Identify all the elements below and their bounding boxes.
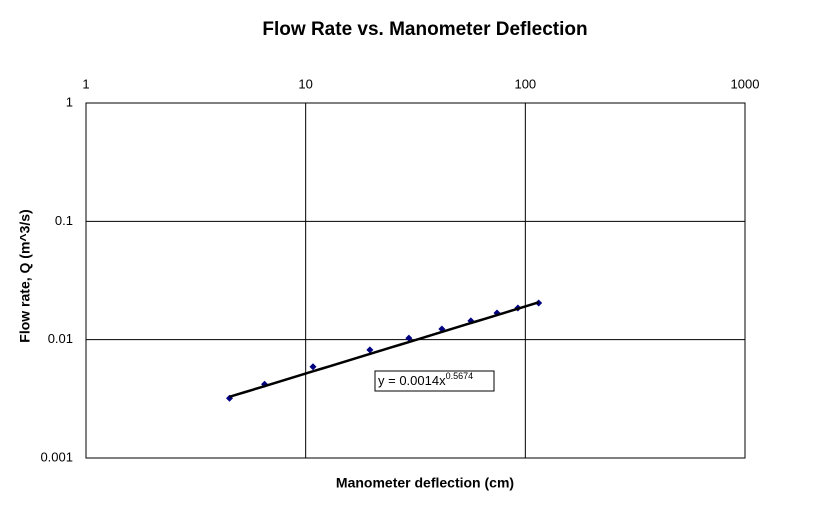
- equation-box: [374, 370, 495, 392]
- y-tick-label: 1: [66, 94, 73, 109]
- y-tick-label: 0.001: [40, 449, 73, 464]
- x-tick-label: 1: [82, 76, 89, 91]
- data-point: [405, 334, 413, 342]
- y-tick-label: 0.01: [48, 331, 73, 346]
- trendline: [229, 301, 540, 399]
- x-tick-label: 100: [514, 76, 536, 91]
- y-axis-title: Flow rate, Q (m^3/s): [17, 209, 33, 342]
- equation-exponent: 0.5674: [446, 371, 474, 381]
- y-tick-label: 0.1: [55, 213, 73, 228]
- data-point: [309, 363, 317, 371]
- x-tick-label: 1000: [731, 76, 760, 91]
- data-point: [366, 346, 374, 354]
- plot-frame: [85, 102, 746, 459]
- x-tick-label: 10: [298, 76, 312, 91]
- trendline-equation: y = 0.0014x0.5674: [378, 371, 473, 388]
- chart-title: Flow Rate vs. Manometer Deflection: [262, 19, 587, 40]
- x-axis-title: Manometer deflection (cm): [336, 475, 514, 491]
- equation-text: y = 0.0014x: [378, 373, 446, 388]
